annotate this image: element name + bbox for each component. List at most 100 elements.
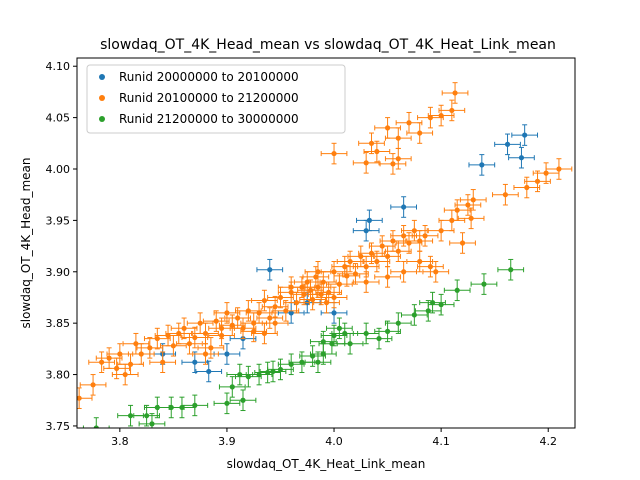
x-axis: 3.8 3.9 4.0 4.1 4.2 — [111, 428, 557, 448]
data-point — [379, 243, 385, 249]
data-point — [401, 204, 407, 210]
x-tick-label: 3.8 — [111, 435, 129, 448]
data-point — [288, 284, 294, 290]
data-point — [267, 315, 273, 321]
data-point — [374, 148, 380, 155]
data-point — [425, 308, 431, 314]
data-point — [336, 325, 342, 331]
data-point — [384, 253, 391, 259]
chart-title: slowdaq_OT_4K_Head_mean vs slowdaq_OT_4K… — [100, 37, 556, 53]
data-point — [170, 343, 176, 349]
legend-box — [86, 64, 346, 134]
data-point — [358, 253, 364, 259]
data-point — [320, 351, 326, 357]
data-point — [270, 368, 276, 375]
data-point — [465, 202, 471, 208]
data-point — [202, 351, 209, 357]
data-point — [122, 371, 128, 378]
data-point — [384, 328, 391, 334]
data-point — [93, 425, 99, 428]
data-point — [454, 287, 460, 293]
data-point — [417, 130, 423, 136]
data-point — [240, 397, 246, 403]
data-point — [395, 135, 401, 141]
data-point — [522, 132, 528, 138]
data-point — [433, 269, 439, 275]
data-point — [218, 332, 225, 339]
x-axis-label: slowdaq_OT_4K_Heat_Link_mean — [227, 457, 426, 471]
series-2 — [77, 82, 573, 409]
y-tick-label: 4.00 — [46, 163, 71, 176]
data-point — [224, 400, 230, 406]
data-point — [149, 421, 155, 427]
data-point — [310, 353, 316, 359]
data-point — [181, 325, 187, 331]
data-point — [406, 240, 412, 246]
data-point — [504, 141, 511, 147]
data-point — [106, 355, 112, 361]
data-point — [301, 291, 307, 297]
data-point — [429, 300, 436, 306]
data-point — [427, 115, 434, 121]
data-point — [411, 312, 417, 318]
y-tick-label: 3.75 — [46, 420, 71, 433]
data-point — [213, 318, 219, 324]
data-point — [206, 368, 212, 375]
data-point — [154, 335, 160, 342]
y-tick-label: 3.80 — [46, 369, 71, 382]
data-point — [331, 332, 337, 339]
data-point — [315, 269, 321, 275]
x-tick-label: 3.9 — [218, 435, 236, 448]
legend-label: Runid 20100000 to 21200000 — [119, 91, 299, 105]
data-point — [390, 161, 396, 167]
data-point — [326, 289, 332, 295]
data-point — [352, 271, 359, 277]
data-point — [256, 310, 262, 316]
data-point — [318, 291, 324, 297]
legend-marker — [99, 95, 105, 101]
legend: Runid 20000000 to 20100000 Runid 20100000… — [86, 64, 346, 134]
data-point — [366, 217, 372, 223]
data-point — [502, 192, 508, 198]
data-point — [363, 264, 369, 270]
data-point — [245, 374, 251, 380]
data-point — [556, 166, 562, 172]
data-point — [251, 328, 257, 334]
data-point — [267, 267, 273, 273]
data-point — [160, 359, 166, 365]
data-point — [77, 395, 82, 401]
data-point — [336, 281, 342, 287]
data-point — [368, 250, 375, 256]
data-point — [438, 112, 444, 119]
y-axis-label: slowdaq_OT_4K_Head_mean — [19, 157, 33, 328]
data-point — [342, 330, 348, 337]
data-point — [165, 332, 171, 339]
data-point — [470, 197, 476, 203]
data-point — [229, 384, 235, 390]
data-point — [304, 279, 310, 285]
data-point — [395, 156, 401, 162]
data-point — [208, 345, 214, 351]
data-point — [288, 310, 294, 316]
y-axis: 3.75 3.80 3.85 3.90 3.95 4.00 4.05 4.10 — [46, 60, 77, 433]
data-point — [422, 233, 428, 239]
data-point — [261, 330, 268, 337]
data-point — [459, 240, 466, 246]
y-tick-label: 3.95 — [46, 214, 71, 227]
data-point — [202, 330, 209, 337]
data-point — [283, 308, 289, 314]
plot-content — [77, 82, 573, 428]
data-point — [288, 361, 294, 367]
data-point — [534, 178, 541, 184]
data-point — [310, 296, 316, 303]
data-point — [224, 310, 230, 316]
data-point — [374, 258, 380, 265]
data-point — [299, 359, 305, 365]
data-point — [90, 382, 96, 388]
x-tick-label: 4.0 — [325, 435, 343, 448]
data-point — [127, 361, 134, 367]
data-point — [114, 365, 120, 371]
data-point — [186, 341, 193, 347]
data-point — [147, 345, 153, 351]
